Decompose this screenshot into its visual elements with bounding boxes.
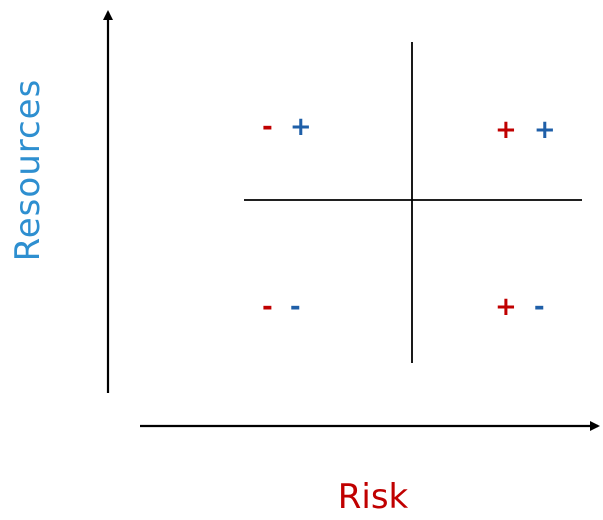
quadrant-top-left: - +	[262, 112, 312, 142]
y-axis-title: Resources	[8, 78, 48, 262]
resource-sign: -	[289, 292, 301, 322]
resource-sign: -	[533, 292, 545, 322]
risk-sign: -	[262, 292, 273, 322]
risk-sign: -	[262, 112, 273, 142]
quadrant-bottom-right: + -	[495, 292, 545, 322]
risk-sign: +	[495, 292, 517, 322]
resource-sign: +	[289, 112, 312, 142]
risk-sign: +	[495, 115, 517, 145]
quadrant-top-right: + +	[495, 115, 556, 145]
resource-sign: +	[533, 115, 556, 145]
quadrant-bottom-left: - -	[262, 292, 301, 322]
x-axis-title: Risk	[337, 477, 409, 517]
